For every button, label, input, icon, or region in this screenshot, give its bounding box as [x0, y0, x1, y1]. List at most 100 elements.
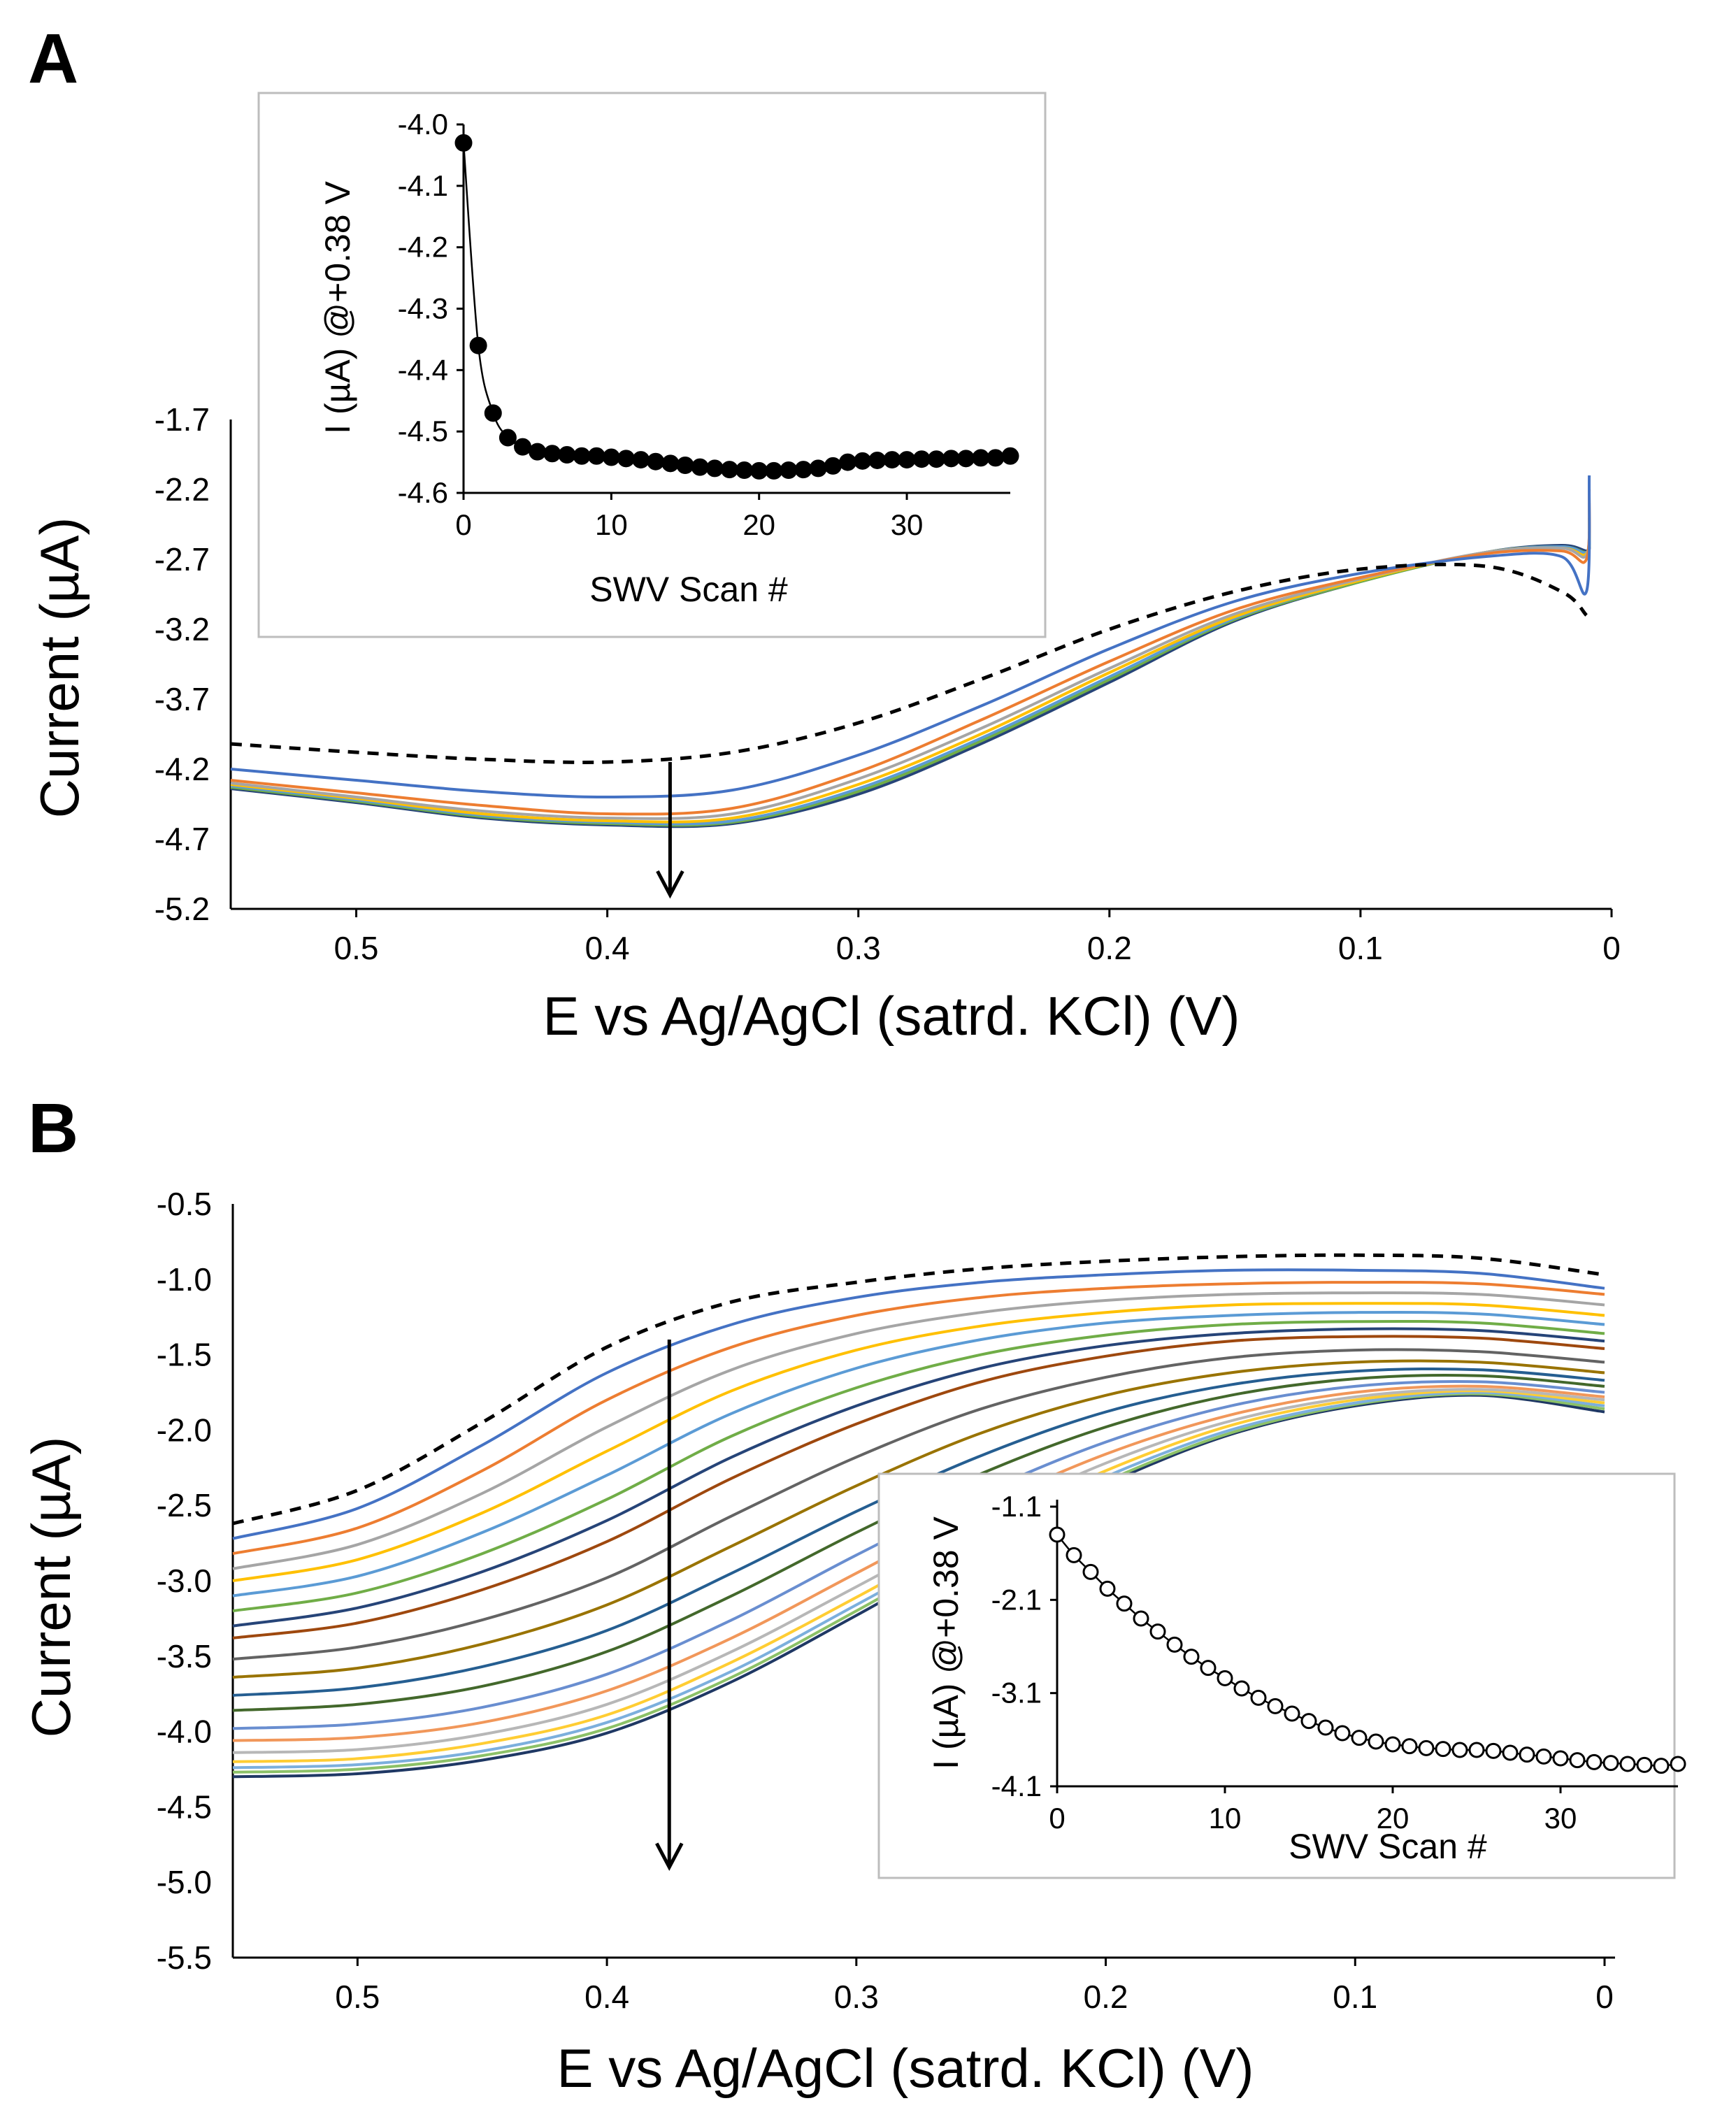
chart-b-y-tick-label: -2.5 [157, 1487, 212, 1523]
chart-b-inset-data-point [1552, 1750, 1569, 1767]
chart-a-inset-data-point [469, 336, 487, 354]
chart-b-trend-arrow [655, 1340, 684, 1871]
chart-b-inset-data-point [1636, 1756, 1653, 1773]
chart-b-inset-data-point [1300, 1713, 1317, 1730]
chart-a-series-line [230, 489, 1591, 816]
chart-a-inset-x-tick-labels: 0 10 20 30 [455, 493, 923, 541]
chart-b-y-tick-label: -5.0 [157, 1864, 212, 1900]
chart-b-y-tick-label: -3.0 [157, 1563, 212, 1599]
chart-a-inset-data-point [661, 454, 680, 473]
chart-b-series-line [232, 1327, 1605, 1628]
chart-a-inset-data-point [898, 451, 916, 469]
chart-a-x-tick-label: 0.5 [334, 930, 379, 966]
chart-b-series-line [232, 1319, 1605, 1613]
chart-a-inset-series [454, 134, 1019, 480]
chart-a-inset-data-point [868, 451, 887, 469]
chart-a-inset-data-point [780, 461, 798, 480]
chart-a-y-tick-label: -4.7 [155, 821, 210, 857]
chart-b-inset: -1.1 -2.1 -3.1 -4.1 0 10 20 30 SWV Scan # I (µ… [877, 1472, 1686, 1879]
chart-b-inset-data-point [1066, 1547, 1082, 1563]
chart-b-series-line [232, 1302, 1605, 1582]
chart-b-x-tick-label: 0.4 [584, 1979, 629, 2015]
chart-b-inset-data-point [1183, 1649, 1200, 1665]
chart-a-inset-data-point [454, 134, 473, 152]
chart-b-x-tick-label: 0.1 [1333, 1979, 1377, 2015]
chart-a-inset-x-tick-label: 20 [743, 508, 775, 541]
chart-b-series-line [232, 1310, 1605, 1598]
chart-a-inset-data-point [676, 456, 694, 474]
chart-a-inset-data-point [587, 447, 605, 465]
chart-a-y-axis-title: Current (µA) [29, 517, 90, 819]
chart-a-inset-y-tick-label: -4.4 [398, 353, 448, 386]
chart-a-inset-data-point [736, 461, 754, 480]
chart-a-y-tick-label: -1.7 [155, 401, 210, 438]
chart-a-inset-frame [257, 92, 1047, 638]
chart-b-inset-x-tick-label: 0 [1049, 1802, 1065, 1835]
chart-a-trend-arrow [656, 762, 684, 899]
chart-a-inset-data-point [972, 449, 990, 467]
chart-a-inset-data-point [987, 449, 1005, 467]
chart-b-series-line [232, 1281, 1605, 1556]
chart-b-y-tick-label: -3.5 [157, 1638, 212, 1674]
chart-a-x-tick-label: 0.3 [836, 930, 881, 966]
chart-b-x-tick-label: 0.3 [834, 1979, 879, 2015]
chart-a-inset-data-point [529, 443, 547, 461]
chart-b-y-tick-label: -0.5 [157, 1186, 212, 1222]
chart-b-inset-data-point [1149, 1623, 1166, 1640]
chart-b-inset-data-point [1384, 1736, 1401, 1753]
chart-a-y-tick-label: -2.2 [155, 471, 210, 508]
chart-b-inset-x-tick-labels: 0 10 20 30 [1049, 1786, 1577, 1835]
chart-a-inset-data-point [720, 461, 738, 479]
chart-b-inset-data-point [1267, 1698, 1284, 1714]
chart-b-inset-x-tick-label: 10 [1209, 1802, 1242, 1835]
chart-a-x-axis-title: E vs Ag/AgCl (satrd. KCl) (V) [543, 985, 1240, 1047]
chart-a-inset-y-tick-label: -4.0 [398, 108, 448, 141]
chart-a-inset-data-point [514, 438, 532, 456]
chart-b-inset-frame [877, 1472, 1676, 1879]
chart-a-inset-data-point [1001, 447, 1019, 465]
chart-b-inset-y-tick-label: -1.1 [991, 1490, 1042, 1523]
chart-b-inset-data-point [1653, 1758, 1670, 1774]
chart-b-inset-data-point [1317, 1719, 1334, 1736]
chart-b-y-axis-title: Current (µA) [20, 1437, 82, 1738]
chart-a-inset-data-point [912, 450, 931, 468]
chart-a-y-tick-label: -3.7 [155, 681, 210, 717]
chart-b-inset-data-point [1401, 1738, 1418, 1755]
chart-b-series-line [232, 1335, 1605, 1639]
chart-a-inset-x-tick-label: 30 [891, 508, 924, 541]
chart-b-y-tick-label: -2.0 [157, 1412, 212, 1448]
chart-a-inset-data-point [883, 451, 901, 469]
chart-b-y-tick-labels: -0.5 -1.0 -1.5 -2.0 -2.5 -3.0 -3.5 -4.0 -4.5 -5.0… [157, 1186, 212, 1976]
chart-b-inset-data-point [1468, 1742, 1485, 1758]
chart-b-inset-x-axis-title: SWV Scan # [1289, 1827, 1487, 1866]
chart-b-inset-data-point [1519, 1746, 1535, 1763]
panel-letter-a: A [28, 20, 78, 98]
chart-b-y-tick-label: -4.0 [157, 1714, 212, 1750]
chart-a-inset-data-point [839, 453, 857, 471]
chart-a-x-tick-label: 0.2 [1087, 930, 1132, 966]
chart-b-y-tick-label: -1.5 [157, 1337, 212, 1373]
chart-a-inset-x-tick-label: 0 [455, 508, 471, 541]
chart-a-inset-data-point [794, 461, 812, 479]
chart-a-inset-data-point [691, 458, 709, 476]
chart-a-arrow-head [656, 870, 684, 899]
chart-b-inset-y-tick-labels: -1.1 -2.1 -3.1 -4.1 [991, 1490, 1057, 1802]
chart-b-inset-data-point [1334, 1725, 1351, 1742]
chart-a-inset-data-point [573, 447, 591, 465]
chart-b-inset-data-point [1284, 1705, 1300, 1722]
chart-a-inset-data-point [927, 450, 945, 468]
chart-a-inset-data-point [942, 450, 960, 468]
chart-b-series-line [232, 1359, 1605, 1679]
chart-b-x-tick-label: 0.5 [335, 1979, 380, 2015]
chart-b-inset-data-point [1368, 1733, 1384, 1750]
chart-b-inset-data-point [1602, 1755, 1619, 1772]
chart-a-inset-data-point [543, 445, 561, 463]
chart-b-inset-data-point [1166, 1636, 1183, 1653]
chart-b-inset-data-point [1099, 1580, 1116, 1597]
chart-b-inset-data-point [1250, 1689, 1267, 1706]
chart-a-inset-data-point [750, 461, 768, 480]
chart-a-inset-data-point [957, 450, 975, 468]
chart-b-series-line [232, 1291, 1605, 1570]
chart-b-inset-series [1049, 1526, 1686, 1774]
